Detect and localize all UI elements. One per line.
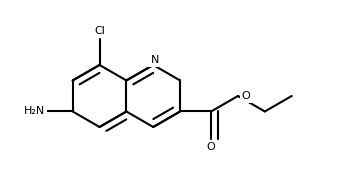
Text: N: N	[151, 55, 159, 65]
Text: Cl: Cl	[94, 25, 105, 35]
Text: O: O	[242, 91, 250, 101]
Text: H₂N: H₂N	[24, 106, 45, 116]
Text: O: O	[207, 143, 216, 153]
